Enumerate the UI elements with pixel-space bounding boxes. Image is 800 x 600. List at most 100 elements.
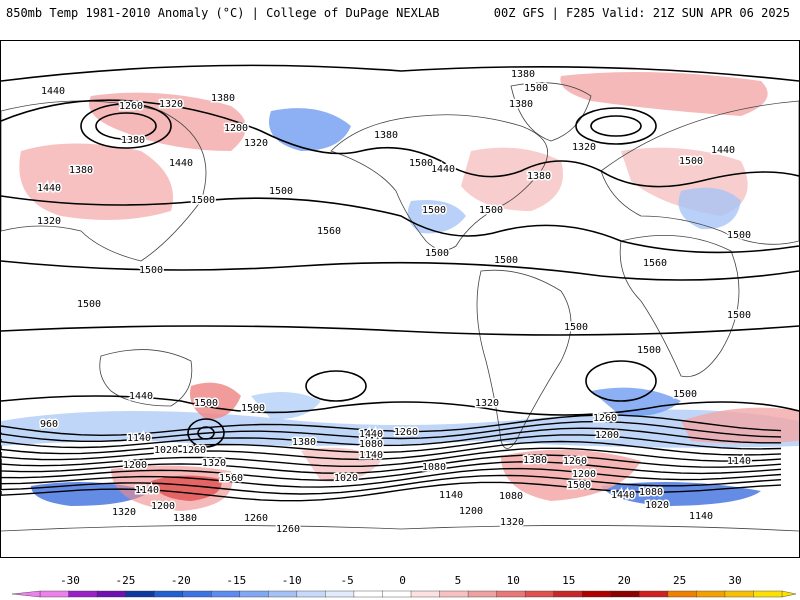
contour-line: [1, 64, 799, 82]
colorbar-swatch: [724, 590, 755, 598]
contour-label: 1140: [359, 450, 383, 461]
contour-closed-low: [575, 107, 657, 145]
contour-label: 1080: [359, 439, 383, 450]
contour-label: 1380: [509, 99, 533, 110]
contour-label: 1500: [425, 248, 449, 259]
colorbar-swatch: [239, 590, 270, 598]
contour-line: [1, 434, 782, 455]
cold-anomaly-patch: [407, 200, 466, 234]
colorbar-swatch: [182, 590, 212, 598]
warm-anomaly-patch: [89, 92, 246, 151]
contour-label: 1260: [119, 101, 143, 112]
contour-label: 1440: [129, 391, 153, 402]
antarctica-outline: [1, 525, 799, 532]
contour-label: 1140: [689, 511, 713, 522]
contour-label: 1500: [77, 299, 101, 310]
colorbar-max-arrow: [781, 590, 797, 598]
contour-label: 1440: [37, 183, 61, 194]
contour-line: [1, 440, 782, 461]
cold-anomaly-patch: [591, 387, 681, 417]
contour-label: 1500: [494, 255, 518, 266]
contour-label: 1260: [182, 445, 206, 456]
contour-label: 1380: [527, 171, 551, 182]
contour-label: 1260: [593, 413, 617, 424]
colorbar-min-arrow: [11, 590, 41, 598]
warm-anomaly-patch: [681, 407, 799, 444]
contour-label: 1320: [572, 142, 596, 153]
contour-label: 1500: [479, 205, 503, 216]
contour-label: 1380: [292, 437, 316, 448]
colorbar-swatch: [496, 590, 526, 598]
contour-label: 1320: [37, 216, 61, 227]
contour-line: [1, 474, 782, 495]
contour-label: 1260: [276, 524, 300, 535]
contour-line: [1, 461, 782, 481]
cold-anomaly-patch: [601, 482, 761, 506]
colorbar-swatch: [582, 590, 612, 598]
contour-line: [1, 420, 782, 442]
contour-label: 1380: [211, 93, 235, 104]
contour-label: 1140: [439, 490, 463, 501]
contour-line: [1, 260, 799, 281]
colorbar-swatch: [211, 590, 241, 598]
colorbar-swatch: [125, 590, 155, 598]
south-america-outline: [476, 269, 572, 449]
contour-closed-high: [305, 370, 367, 402]
africa-outline: [619, 234, 740, 378]
contour-label: 1500: [679, 156, 703, 167]
contour-label: 1260: [394, 427, 418, 438]
contour-label: 1440: [711, 145, 735, 156]
contour-label: 1140: [127, 433, 151, 444]
cold-anomaly-patch: [269, 108, 351, 151]
contour-closed-low: [187, 418, 225, 448]
warm-anomaly-patch: [461, 147, 563, 211]
contour-label: 1200: [459, 506, 483, 517]
contour-label: 1380: [523, 455, 547, 466]
contour-line: [1, 414, 782, 437]
warm-anomaly-patch: [560, 72, 768, 116]
contour-label: 1380: [173, 513, 197, 524]
colorbar-swatch: [39, 590, 70, 598]
colorbar-swatch: [639, 590, 669, 598]
colorbar-svg: -30 -25 -20 -15 -10 -5 0 5 10 15 20 25 30: [11, 574, 797, 598]
contour-label: 1260: [563, 456, 587, 467]
contour-label: 1500: [727, 310, 751, 321]
contour-line: [1, 325, 799, 336]
colorbar-swatch: [410, 590, 441, 598]
contour-label: 1500: [673, 389, 697, 400]
contour-label: 1320: [475, 398, 499, 409]
greenland-outline: [510, 82, 592, 142]
header: 850mb Temp 1981-2010 Anomaly (°C) | Coll…: [0, 0, 800, 40]
contour-label: 1500: [409, 158, 433, 169]
colorbar: -30 -25 -20 -15 -10 -5 0 5 10 15 20 25 30: [0, 558, 800, 600]
colorbar-tick-label: -5: [340, 574, 353, 587]
contour-label: 1320: [500, 517, 524, 528]
contour-label: 1200: [595, 430, 619, 441]
contour-label: 1320: [244, 138, 268, 149]
colorbar-swatch: [753, 590, 783, 598]
colorbar-ticks: -30 -25 -20 -15 -10 -5 0 5 10 15 20 25 30: [60, 574, 742, 587]
australia-outline: [99, 349, 193, 407]
contour-label: 1200: [224, 123, 248, 134]
contour-label: 1500: [564, 322, 588, 333]
colorbar-swatch: [467, 590, 498, 598]
contour-closed-high: [585, 360, 657, 402]
contour-label: 1500: [727, 230, 751, 241]
contour-label: 1200: [151, 501, 175, 512]
colorbar-tick-label: 15: [562, 574, 575, 587]
colorbar-swatch: [353, 590, 384, 598]
contour-label: 1380: [511, 69, 535, 80]
eurasia-outline: [600, 100, 799, 245]
colorbar-swatch: [553, 590, 583, 598]
colorbar-swatch: [325, 590, 355, 598]
contour-label: 1560: [643, 258, 667, 269]
contour-label: 1560: [317, 226, 341, 237]
contour-label: 1080: [422, 462, 446, 473]
colorbar-tick-label: 10: [507, 574, 520, 587]
colorbar-swatch: [696, 590, 726, 598]
colorbar-swatch: [610, 590, 641, 598]
contour-label: 1320: [159, 99, 183, 110]
cold-anomaly-patch: [678, 187, 741, 230]
contour-label: 1500: [567, 480, 591, 491]
